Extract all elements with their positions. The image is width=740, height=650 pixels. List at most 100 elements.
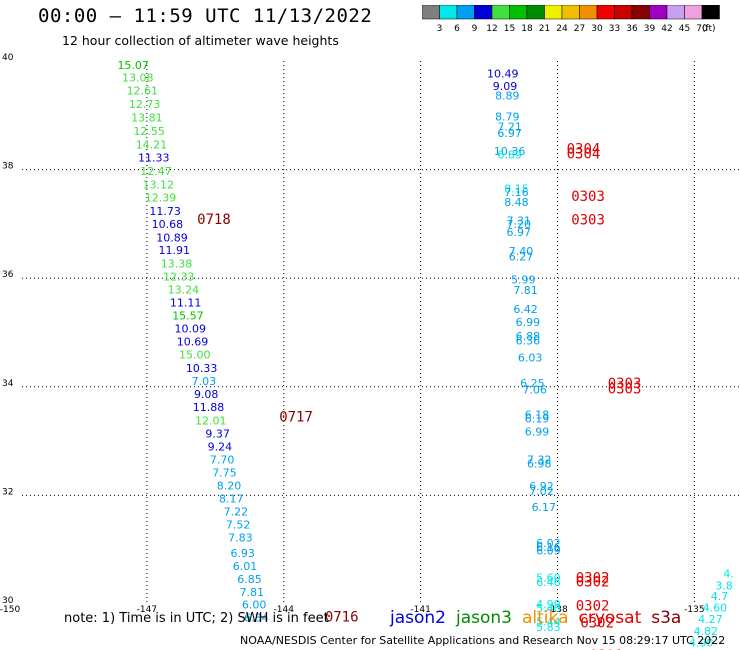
wave-height-label: 8.79 [495, 111, 520, 124]
pass-time-label: 0302 [576, 599, 610, 615]
wave-height-label: 4.82 [694, 625, 719, 638]
wave-height-label: 6.93 [230, 547, 255, 560]
legend-label: 30 [591, 24, 603, 34]
mission-s3a: s3a [651, 608, 682, 628]
wave-height-label: 12.01 [195, 414, 227, 427]
wave-height-label: 10.49 [487, 67, 519, 80]
legend-label: 15 [504, 24, 515, 34]
wave-height-label: 6.17 [532, 501, 557, 514]
wave-height-label: 6.02 [536, 537, 561, 550]
wave-height-label: 12.61 [127, 85, 159, 98]
wave-height-label: 4.99 [536, 598, 561, 611]
wave-height-label: 8.15 [504, 182, 529, 195]
wave-height-label: 6.01 [233, 560, 258, 573]
legend-label: 70 [696, 24, 708, 34]
wave-height-label: 7.75 [212, 466, 237, 479]
legend-label: 6 [454, 24, 460, 34]
wave-height-label: 7.83 [228, 532, 253, 545]
wave-height-label: 15.00 [179, 349, 211, 362]
wave-height-label: 6.18 [525, 408, 550, 421]
pass-time-label: 0303 [608, 376, 642, 392]
legend-unit: (ft) [702, 24, 716, 34]
pass-time-label: 0718 [197, 212, 231, 228]
wave-height-label: 6.46 [536, 576, 561, 589]
wave-height-label: 13.08 [122, 72, 154, 85]
pass-time-label: 0302 [576, 570, 610, 586]
legend-label: 21 [539, 24, 550, 34]
wave-height-label: 6.92 [529, 480, 554, 493]
wave-height-label: 13.24 [168, 283, 200, 296]
legend-label: 24 [556, 24, 568, 34]
mission-cryosat: cryosat [578, 608, 642, 628]
wave-height-label: 7.52 [226, 519, 251, 532]
wave-height-label: 10.89 [156, 231, 188, 244]
wave-height-label: 11.33 [138, 151, 170, 164]
wave-height-label: 6.09 [536, 545, 561, 558]
wave-height-label: 5.40 [536, 602, 561, 615]
wave-height-label: 6.16 [536, 541, 561, 554]
legend-label: 39 [644, 24, 656, 34]
pass-time-label: 0303 [571, 189, 605, 205]
wave-height-label: 5.60 [536, 572, 561, 585]
legend-label: 18 [521, 24, 533, 34]
wave-height-label: 4. [723, 567, 734, 580]
wave-height-label: 7.81 [513, 284, 538, 297]
pass-time-label: 0303 [571, 212, 605, 228]
legend-label: 45 [679, 24, 690, 34]
mission-legend: jason2 jason3 altika cryosat s3a [390, 608, 691, 628]
wave-height-label: 11.91 [159, 244, 191, 257]
x-tick-label: -147 [137, 605, 157, 615]
y-tick-label: 40 [2, 53, 14, 63]
wave-height-label: 14.21 [136, 138, 168, 151]
wave-height-label: 6.97 [506, 226, 531, 239]
wave-height-label: 11.11 [170, 296, 202, 309]
wave-height-label: 12.55 [133, 125, 165, 138]
legend-label: 42 [661, 24, 672, 34]
wave-height-label: 9.24 [208, 440, 233, 453]
wave-height-label: 11.88 [193, 401, 225, 414]
wave-height-label: 7.22 [224, 505, 249, 518]
pass-time-label: 0716 [325, 609, 359, 625]
wave-height-label: 3.8 [715, 579, 733, 592]
x-tick-label: -144 [274, 605, 295, 615]
legend-swatch [701, 5, 720, 20]
wave-height-label: 12.73 [129, 98, 161, 111]
wave-height-label: 6.85 [237, 573, 262, 586]
wave-height-label: 5.44 [536, 616, 561, 629]
legend-label: 33 [609, 24, 620, 34]
pass-time-label: 0302 [576, 575, 610, 591]
pass-time-label: 0717 [279, 410, 313, 426]
footer-note: note: 1) Time is in UTC; 2) SWH is in fe… [64, 611, 329, 626]
wave-height-label: 9.37 [205, 427, 230, 440]
wave-height-label: 4.60 [703, 602, 728, 615]
wave-height-label: 6.99 [525, 426, 550, 439]
wave-height-label: 10.68 [152, 218, 184, 231]
x-tick-label: -138 [547, 605, 568, 615]
wave-height-label: 6.98 [527, 458, 552, 471]
wave-height-label: 4.7 [711, 590, 729, 603]
wave-height-label: 10.36 [494, 145, 526, 158]
wave-height-label: 6.03 [518, 351, 543, 364]
wave-height-label: 7.20 [506, 218, 531, 231]
legend-label: 3 [437, 24, 443, 34]
color-legend: 3 6 9 12 15 18 21 24 27 30 33 36 39 42 45 70(ft) [422, 5, 720, 34]
wave-height-label: 6.19 [525, 413, 550, 426]
wave-height-label: 9.08 [194, 388, 219, 401]
legend-label: 12 [486, 24, 497, 34]
wave-height-label: 8.89 [495, 90, 520, 103]
wave-height-label: 10.33 [186, 362, 218, 375]
wave-height-label: 4.44 [684, 648, 709, 650]
wave-height-label: 12.39 [145, 192, 177, 205]
wave-height-label: 12.33 [163, 270, 195, 283]
pass-time-label: 0304 [567, 141, 601, 157]
x-tick-label: -150 [0, 605, 20, 615]
wave-height-label: 15.57 [172, 309, 204, 322]
wave-height-label: 7.32 [527, 453, 552, 466]
wave-height-label: 6.27 [509, 250, 534, 263]
wave-height-label: 7.06 [522, 383, 547, 396]
pass-time-label: 0302 [580, 615, 614, 631]
mission-altika: altika [522, 608, 569, 628]
wave-height-label: 7.31 [506, 214, 531, 227]
wave-height-label: 6.34 [244, 611, 269, 624]
